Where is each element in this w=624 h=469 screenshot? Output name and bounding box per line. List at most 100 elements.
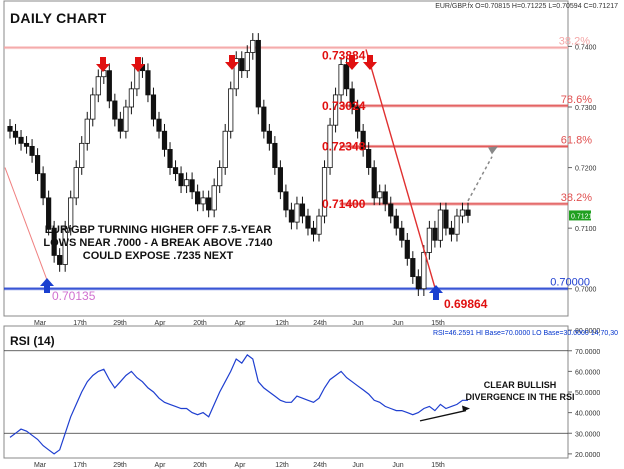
candle-body [377, 191, 383, 199]
rsi-title: RSI (14) [10, 334, 55, 348]
price-ytick-label: 0.7100 [575, 226, 597, 233]
candle-body [200, 197, 206, 205]
candle-body [327, 124, 333, 168]
fib-level-label: 78.6% [561, 94, 592, 106]
candle-body [211, 185, 217, 211]
candle-body [57, 255, 63, 265]
candle-body [399, 227, 405, 241]
candle-body [233, 58, 239, 90]
candle-body [222, 130, 228, 168]
candle-body [117, 118, 123, 132]
candle-body [112, 100, 118, 120]
candle-body [79, 142, 85, 168]
rsi-divergence-line [419, 409, 467, 422]
candle-body [366, 149, 372, 168]
down-arrow-marker [225, 55, 239, 70]
candle-body [128, 88, 134, 108]
candle-body [382, 191, 388, 205]
candle-body [321, 167, 328, 217]
candle-body [189, 179, 195, 193]
rsi-xtick-label: 12th [275, 462, 289, 469]
rsi-xtick-label: Jun [392, 462, 403, 469]
candle-body [443, 209, 449, 229]
fib-swing-line [365, 49, 438, 295]
rsi-ytick-label: 60.0000 [575, 369, 600, 376]
rsi-ytick-label: 20.0000 [575, 452, 600, 459]
candle-body [51, 227, 57, 256]
candle-body [272, 142, 278, 168]
candle-body [277, 167, 283, 193]
candle-body [255, 39, 261, 108]
candle-body [145, 70, 151, 96]
candle-body [68, 197, 74, 229]
rsi-xtick-label: 20th [193, 462, 207, 469]
projection-arrowhead [488, 146, 498, 155]
candle-body [465, 209, 471, 216]
candle-body [437, 209, 444, 241]
candle-body [404, 239, 410, 259]
down-arrow-marker [363, 55, 377, 70]
candle-body [206, 197, 212, 211]
price-xtick-label: 24th [313, 320, 327, 327]
candle-body [29, 145, 35, 156]
current-price-label: 0.7121 [571, 213, 593, 220]
candle-body [371, 167, 377, 199]
candle-body [299, 203, 306, 217]
candle-body [344, 64, 350, 90]
candle-body [106, 70, 112, 102]
price-xtick-label: 17th [73, 320, 87, 327]
rsi-ytick-label: 80.0000 [575, 328, 600, 335]
rsi-series-line [9, 354, 468, 455]
candle-body [101, 70, 107, 78]
candle-body [305, 215, 311, 229]
candle-body [448, 227, 455, 235]
price-label: 0.69864 [444, 297, 488, 311]
price-label: 0.72348 [322, 139, 366, 153]
price-label-low: 0.70135 [52, 289, 96, 303]
candle-body [183, 179, 190, 187]
price-annotation-line: COULD EXPOSE .7235 NEXT [83, 250, 234, 262]
candle-body [410, 258, 416, 278]
rsi-ytick-label: 70.0000 [575, 349, 600, 356]
candle-body [338, 64, 344, 96]
candle-body [161, 130, 168, 150]
candle-body [123, 106, 129, 132]
rsi-annotation-line: CLEAR BULLISH [484, 380, 557, 390]
candle-body [261, 106, 267, 132]
up-arrow-marker [429, 285, 443, 300]
rsi-annotation-line: DIVERGENCE IN THE RSI [465, 392, 574, 402]
price-xtick-label: Apr [235, 320, 247, 327]
candle-body [266, 130, 272, 144]
rsi-ytick-label: 40.0000 [575, 411, 600, 418]
projection-dotted-arrow [467, 156, 493, 202]
candle-body [217, 167, 223, 187]
candle-body [172, 167, 179, 175]
price-ytick-label: 0.7000 [575, 287, 597, 294]
candle-body [283, 191, 289, 211]
rsi-xtick-label: 17th [73, 462, 87, 469]
candle-body [46, 197, 52, 229]
fib-level-label: 38.2% [561, 192, 592, 204]
rsi-divergence-arrowhead [462, 405, 470, 412]
candle-body [84, 118, 90, 144]
fib-level-label: 0.70000 [550, 277, 590, 289]
price-xtick-label: 20th [193, 320, 207, 327]
price-ytick-label: 0.7200 [575, 166, 597, 173]
support-trendline [4, 167, 49, 283]
candle-body [244, 52, 250, 72]
candle-body [34, 155, 41, 175]
candle-body [388, 203, 394, 217]
candle-body [7, 125, 13, 132]
candle-body [150, 94, 157, 120]
price-annotation-line: EUR/GBP TURNING HIGHER OFF 7.5-YEAR [45, 224, 272, 236]
candle-body [421, 251, 427, 290]
candle-body [12, 130, 19, 138]
rsi-panel [3, 325, 569, 459]
candle-body [18, 136, 24, 144]
price-xtick-label: Jun [392, 320, 403, 327]
rsi-xtick-label: 24th [313, 462, 327, 469]
rsi-info: RSI=46.2591 HI Base=70.0000 LO Base=30.0… [432, 330, 618, 337]
fib-level-label: 61.8% [561, 134, 592, 146]
price-xtick-label: 29th [113, 320, 127, 327]
